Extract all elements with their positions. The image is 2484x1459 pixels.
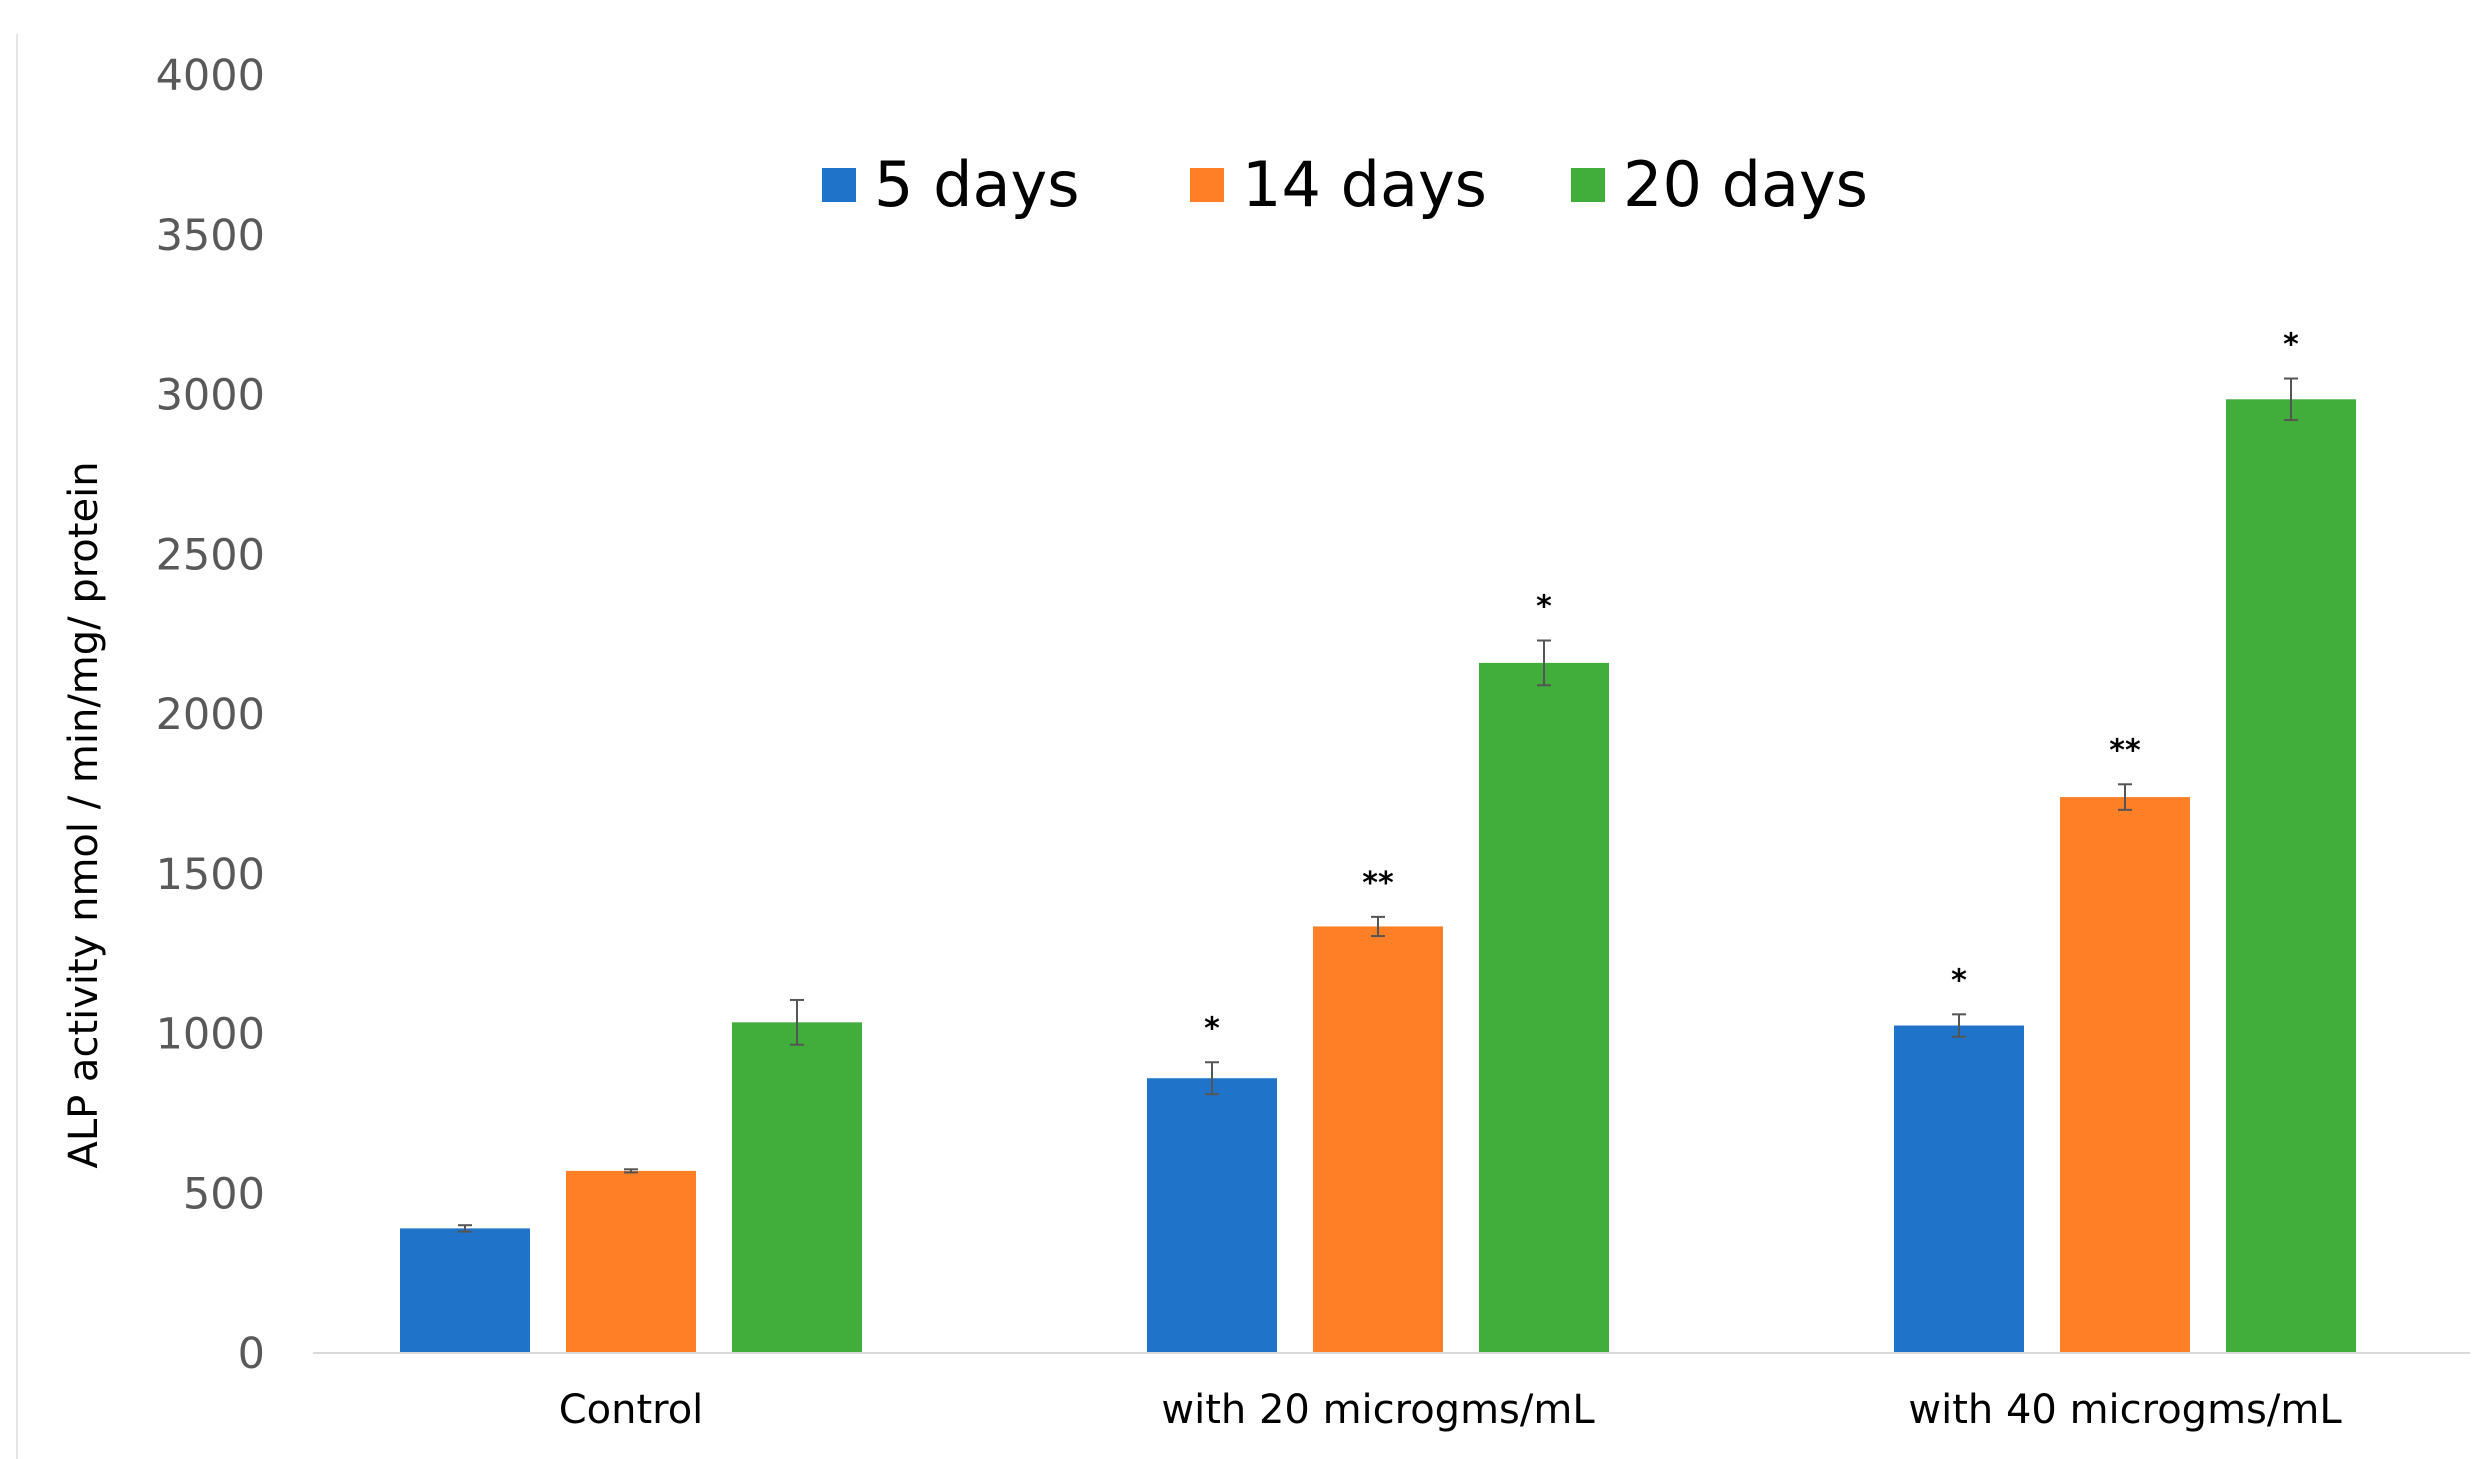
y-axis-label: ALP activity nmol / min/mg/ protein — [61, 461, 107, 1168]
legend-label: 20 days — [1623, 148, 1868, 221]
y-tick-label: 0 — [238, 1329, 265, 1379]
y-axis-ticks: 0 500 1000 1500 2000 2500 3000 3500 4000 — [156, 51, 265, 1379]
legend-swatch — [1571, 168, 1605, 202]
y-tick-label: 2000 — [156, 690, 265, 740]
legend-swatch — [1190, 168, 1224, 202]
x-category-label: with 20 microgms/mL — [1161, 1387, 1595, 1433]
bar — [732, 1022, 862, 1353]
bar — [566, 1170, 696, 1353]
bar — [1147, 1078, 1277, 1353]
significance-marker: ** — [2109, 733, 2141, 768]
legend-swatch — [822, 168, 856, 202]
x-category-label: with 40 microgms/mL — [1908, 1387, 2342, 1433]
y-tick-label: 1500 — [156, 850, 265, 900]
y-tick-label: 2500 — [156, 530, 265, 580]
significance-marker: ** — [1362, 866, 1394, 901]
y-tick-label: 3500 — [156, 211, 265, 261]
x-category-label: Control — [559, 1387, 704, 1433]
y-tick-label: 500 — [183, 1169, 265, 1219]
significance-marker: * — [1204, 1011, 1220, 1046]
bar-series — [400, 399, 2356, 1354]
bar — [1479, 662, 1609, 1353]
x-axis-categories: Control with 20 microgms/mL with 40 microg… — [559, 1387, 2343, 1433]
significance-marker: * — [1536, 590, 1552, 625]
significance-markers: ******** — [1204, 328, 2299, 1047]
bar — [400, 1228, 530, 1353]
bar — [1313, 926, 1443, 1353]
bar — [2226, 399, 2356, 1354]
y-tick-label: 4000 — [156, 51, 265, 101]
bar — [1894, 1025, 2024, 1353]
significance-marker: * — [2283, 328, 2299, 363]
legend-label: 5 days — [874, 148, 1080, 221]
error-bars — [458, 377, 2298, 1233]
legend: 5 days 14 days 20 days — [822, 148, 1868, 221]
bar — [2060, 797, 2190, 1353]
significance-marker: * — [1951, 963, 1967, 998]
y-tick-label: 3000 — [156, 371, 265, 421]
legend-label: 14 days — [1242, 148, 1487, 221]
y-tick-label: 1000 — [156, 1010, 265, 1060]
